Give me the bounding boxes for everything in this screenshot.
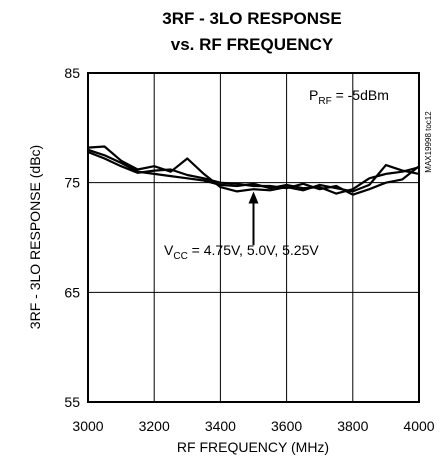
annotation-rest: = 4.75V, 5.0V, 5.25V <box>188 242 320 258</box>
annotation-label: VCC = 4.75V, 5.0V, 5.25V <box>164 242 319 262</box>
chart-title-line1: 3RF - 3LO RESPONSE <box>162 9 341 28</box>
chart-title-line2: vs. RF FREQUENCY <box>171 35 334 54</box>
y-axis-label: 3RF - 3LO RESPONSE (dBc) <box>27 145 43 329</box>
grid <box>88 73 419 402</box>
x-tick-labels: 3000 3200 3400 3600 3800 4000 <box>72 418 434 434</box>
y-tick-label: 55 <box>64 394 80 410</box>
series-line-3 <box>86 150 421 196</box>
x-tick-label: 3600 <box>271 418 302 434</box>
y-tick-label: 75 <box>64 175 80 191</box>
series-group <box>86 145 421 196</box>
annotation-main: V <box>164 242 174 258</box>
annotation-sub: CC <box>173 251 187 262</box>
condition-rest: = -5dBm <box>332 87 389 103</box>
condition-sub: RF <box>318 96 331 107</box>
x-tick-label: 3800 <box>337 418 368 434</box>
plot-frame <box>87 72 420 403</box>
x-tick-label: 3000 <box>72 418 103 434</box>
series-line-1 <box>86 145 421 193</box>
x-tick-label: 3400 <box>205 418 236 434</box>
condition-label: PRF = -5dBm <box>309 87 389 107</box>
condition-main: P <box>309 87 318 103</box>
annotation-arrow-head <box>248 191 259 204</box>
annotation: VCC = 4.75V, 5.0V, 5.25V <box>164 191 319 262</box>
y-tick-labels: 55 65 75 85 <box>64 65 80 410</box>
part-code: MAX19998 toc12 <box>424 111 433 173</box>
x-tick-label: 3200 <box>139 418 170 434</box>
y-tick-label: 85 <box>64 65 80 81</box>
x-axis-label: RF FREQUENCY (MHz) <box>177 439 329 455</box>
y-tick-label: 65 <box>64 284 80 300</box>
x-tick-label: 4000 <box>403 418 434 434</box>
